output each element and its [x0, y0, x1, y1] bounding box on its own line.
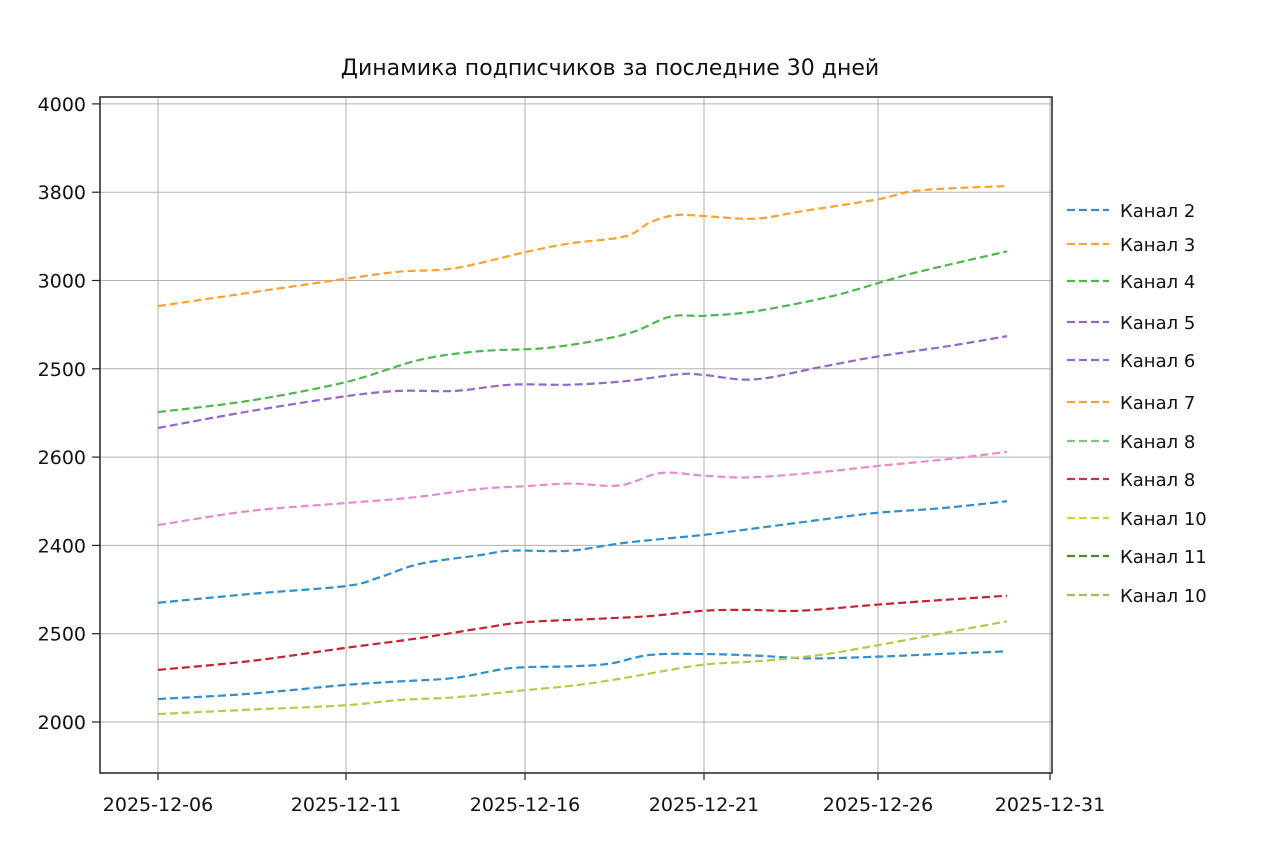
- x-tick-label: 2025-12-21: [649, 794, 759, 816]
- y-tick-label: 2500: [38, 624, 86, 646]
- legend-label: Канал 2: [1120, 201, 1195, 222]
- y-tick-label: 2000: [38, 712, 86, 734]
- series-line-1: [157, 184, 1008, 308]
- legend-label: Канал 8: [1120, 432, 1195, 453]
- legend-label: Канал 8: [1120, 470, 1195, 491]
- legend-item: Канал 3: [1067, 235, 1195, 256]
- y-tick-label: 2500: [38, 359, 86, 381]
- legend-item: Канал 10: [1067, 586, 1207, 607]
- chart-title: Динамика подписчиков за последние 30 дне…: [341, 56, 879, 81]
- legend-item: Канал 11: [1067, 547, 1207, 568]
- legend-item: Канал 2: [1067, 201, 1195, 222]
- legend-item: Канал 5: [1067, 313, 1195, 334]
- legend-label: Канал 4: [1120, 272, 1195, 293]
- x-tick-label: 2025-12-26: [823, 794, 933, 816]
- legend-label: Канал 6: [1120, 351, 1195, 372]
- series-line-8: [157, 620, 1008, 716]
- legend-label: Канал 10: [1120, 509, 1207, 530]
- legend-item: Канал 8: [1067, 432, 1195, 453]
- legend-label: Канал 11: [1120, 547, 1207, 568]
- legend-item: Канал 4: [1067, 272, 1195, 293]
- series-lines: [157, 184, 1008, 716]
- x-tick-label: 2025-12-06: [103, 794, 213, 816]
- grid: [100, 97, 1052, 773]
- x-tick-label: 2025-12-31: [995, 794, 1105, 816]
- legend: Канал 2 Канал 3 Канал 4 Канал 5 Канал 6 Канал…: [1067, 201, 1207, 607]
- plot-frame: [99, 96, 1053, 774]
- series-line-4: [157, 450, 1008, 527]
- y-tick-label: 4000: [38, 94, 86, 116]
- series-line-5: [157, 500, 1008, 604]
- legend-item: Канал 6: [1067, 351, 1195, 372]
- legend-item: Канал 7: [1067, 393, 1195, 414]
- legend-item: Канал 10: [1067, 509, 1207, 530]
- y-tick-label: 2600: [38, 447, 86, 469]
- legend-item: Канал 8: [1067, 470, 1195, 491]
- legend-label: Канал 7: [1120, 393, 1195, 414]
- x-tick-label: 2025-12-16: [470, 794, 580, 816]
- axis-ticks: 2025-12-06 2025-12-11 2025-12-16 2025-12-21…: [38, 94, 1106, 816]
- series-line-3: [157, 335, 1008, 430]
- legend-label: Канал 5: [1120, 313, 1195, 334]
- series-line-6: [157, 594, 1008, 671]
- y-tick-label: 3800: [38, 182, 86, 204]
- series-line-7: [157, 650, 1008, 701]
- legend-label: Канал 10: [1120, 586, 1207, 607]
- series-line-2: [157, 250, 1008, 414]
- y-tick-label: 3000: [38, 271, 86, 293]
- y-tick-label: 2400: [38, 535, 86, 557]
- legend-label: Канал 3: [1120, 235, 1195, 256]
- x-tick-label: 2025-12-11: [291, 794, 401, 816]
